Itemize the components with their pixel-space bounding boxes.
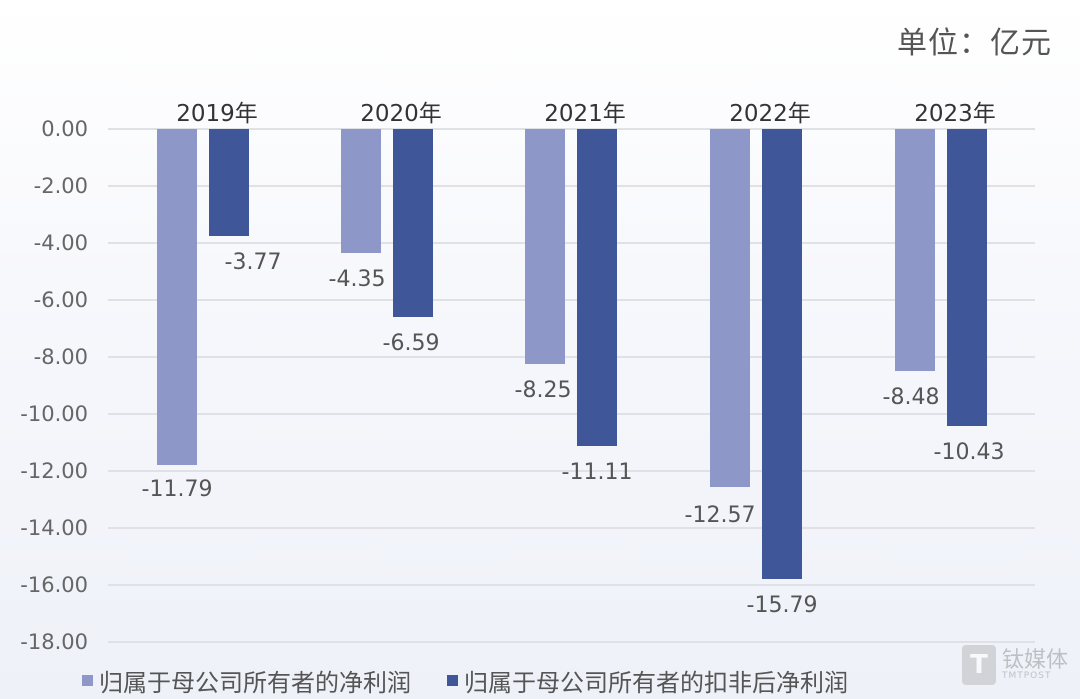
data-label: -11.79 bbox=[141, 477, 213, 502]
data-label: -15.79 bbox=[746, 593, 818, 618]
watermark-cn: 钛媒体 bbox=[1001, 647, 1068, 673]
gridline bbox=[108, 128, 1035, 130]
category-label: 2023年 bbox=[914, 101, 996, 127]
bar-net-profit bbox=[895, 129, 935, 371]
legend-label-net-profit: 归属于母公司所有者的净利润 bbox=[99, 669, 411, 697]
y-tick-label: -8.00 bbox=[33, 345, 88, 369]
legend-item-net-profit: 归属于母公司所有者的净利润 bbox=[82, 663, 411, 698]
y-tick-label: -16.00 bbox=[20, 573, 88, 597]
data-label: -3.77 bbox=[224, 250, 282, 276]
bar-deducted-net-profit bbox=[393, 129, 433, 317]
data-label: -6.59 bbox=[382, 330, 440, 356]
gridline bbox=[108, 470, 1035, 472]
y-tick-label: -12.00 bbox=[20, 459, 88, 483]
gridline bbox=[108, 584, 1035, 586]
legend-swatch-net-profit bbox=[82, 675, 93, 686]
data-label: -8.25 bbox=[514, 378, 572, 404]
category-label: 2021年 bbox=[544, 101, 626, 127]
category-label: 2020年 bbox=[360, 101, 442, 127]
legend-item-deducted-net-profit: 归属于母公司所有者的扣非后净利润 bbox=[447, 663, 848, 698]
data-label: -12.57 bbox=[684, 503, 756, 529]
data-label: -11.11 bbox=[561, 459, 633, 485]
bar-net-profit bbox=[710, 129, 750, 488]
bar-net-profit bbox=[525, 129, 565, 365]
tmtpost-logo-icon: T bbox=[961, 645, 996, 685]
watermark: T 钛媒体 TMTPOST bbox=[961, 645, 1068, 685]
bar-deducted-net-profit bbox=[209, 129, 249, 237]
gridline bbox=[108, 413, 1035, 415]
data-label: -4.35 bbox=[328, 266, 386, 292]
y-tick-label: -10.00 bbox=[20, 402, 88, 426]
data-label: -8.48 bbox=[882, 384, 940, 410]
bar-deducted-net-profit bbox=[577, 129, 617, 446]
gridline bbox=[108, 299, 1035, 301]
watermark-en: TMTPOST bbox=[1001, 670, 1052, 681]
bar-net-profit bbox=[157, 129, 197, 465]
gridline bbox=[108, 185, 1035, 187]
legend-swatch-deducted-net-profit bbox=[447, 675, 458, 686]
data-label: -10.43 bbox=[933, 440, 1005, 466]
unit-label: 单位：亿元 bbox=[897, 26, 1052, 61]
bar-deducted-net-profit bbox=[762, 129, 802, 579]
gridline bbox=[108, 527, 1035, 529]
bar-deducted-net-profit bbox=[947, 129, 987, 427]
y-tick-label: -4.00 bbox=[33, 231, 88, 255]
legend: 归属于母公司所有者的净利润 归属于母公司所有者的扣非后净利润 bbox=[82, 663, 848, 698]
gridline bbox=[108, 356, 1035, 358]
y-tick-label: -2.00 bbox=[33, 174, 88, 198]
category-label: 2022年 bbox=[729, 101, 811, 127]
bar-net-profit bbox=[341, 129, 381, 253]
gridline bbox=[108, 242, 1035, 244]
y-tick-label: -18.00 bbox=[20, 630, 88, 654]
gridline bbox=[108, 641, 1035, 643]
legend-label-deducted-net-profit: 归属于母公司所有者的扣非后净利润 bbox=[464, 669, 848, 697]
y-tick-label: -14.00 bbox=[20, 516, 88, 540]
y-tick-label: -6.00 bbox=[33, 288, 88, 312]
y-tick-label: 0.00 bbox=[41, 117, 88, 141]
category-label: 2019年 bbox=[176, 101, 258, 127]
